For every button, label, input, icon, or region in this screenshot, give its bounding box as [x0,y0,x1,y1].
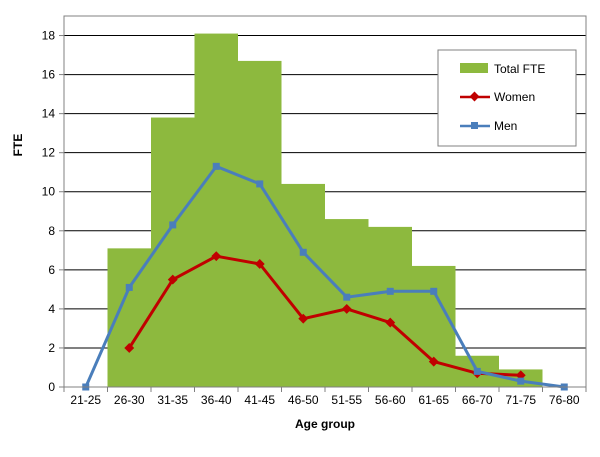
x-tick-label: 56-60 [375,393,406,407]
point-men [517,377,525,385]
x-tick-label: 51-55 [331,393,362,407]
line-women [128,254,521,377]
x-tick-label: 41-45 [244,393,275,407]
point-men [169,221,177,229]
x-tick-label: 21-25 [70,393,101,407]
bar-total-fte [325,219,369,387]
x-tick-label: 26-30 [114,393,145,407]
x-axis: 21-25 26-30 31-35 36-40 41-45 46-50 51-55 56-60… [63,387,587,407]
point-men [343,293,351,301]
y-tick-label: 14 [42,107,56,121]
bar-total-fte [368,226,412,387]
point-women [254,259,265,269]
x-tick-label: 61-65 [418,393,449,407]
bar-total-fte [107,248,151,387]
bar-total-fte [281,183,325,387]
y-axis-label: FTE [11,134,25,157]
line-men [84,164,565,389]
point-men [430,287,438,295]
y-tick-label: 16 [42,68,56,82]
legend-label-women: Women [494,90,535,104]
point-men [256,180,264,188]
point-men [125,283,133,291]
legend-marker-men [471,122,478,129]
x-tick-label: 36-40 [201,393,232,407]
y-tick-label: 0 [48,380,55,394]
line-series [82,162,568,391]
point-women [341,303,352,314]
bar-total-fte [151,117,195,388]
legend: Total FTE Women Men [437,49,577,147]
bar-total-fte [194,33,238,388]
bar-total-fte [238,60,282,388]
y-axis: 0 2 4 6 8 10 12 14 16 18 [42,29,64,394]
x-tick-label: 71-75 [505,393,536,407]
point-women [167,274,178,285]
y-tick-label: 4 [48,302,55,316]
point-women [428,356,439,367]
x-axis-label: Age group [295,417,355,431]
y-tick-label: 8 [48,224,55,238]
y-tick-label: 6 [48,263,55,277]
x-tick-label: 31-35 [157,393,188,407]
legend-swatch-total-fte [460,63,488,73]
bar-total-fte [412,265,456,387]
legend-label-total-fte: Total FTE [494,62,545,76]
point-women [298,313,309,324]
x-tick-label: 66-70 [462,393,493,407]
y-tick-label: 10 [42,185,56,199]
y-tick-label: 12 [42,146,56,160]
point-men [299,248,307,256]
y-tick-label: 2 [48,341,55,355]
point-men [473,367,481,375]
point-men [386,287,394,295]
point-women [385,317,396,328]
x-tick-label: 76-80 [549,393,580,407]
point-men [212,162,220,170]
x-tick-label: 46-50 [288,393,319,407]
legend-label-men: Men [494,119,517,133]
y-tick-label: 18 [42,29,56,43]
